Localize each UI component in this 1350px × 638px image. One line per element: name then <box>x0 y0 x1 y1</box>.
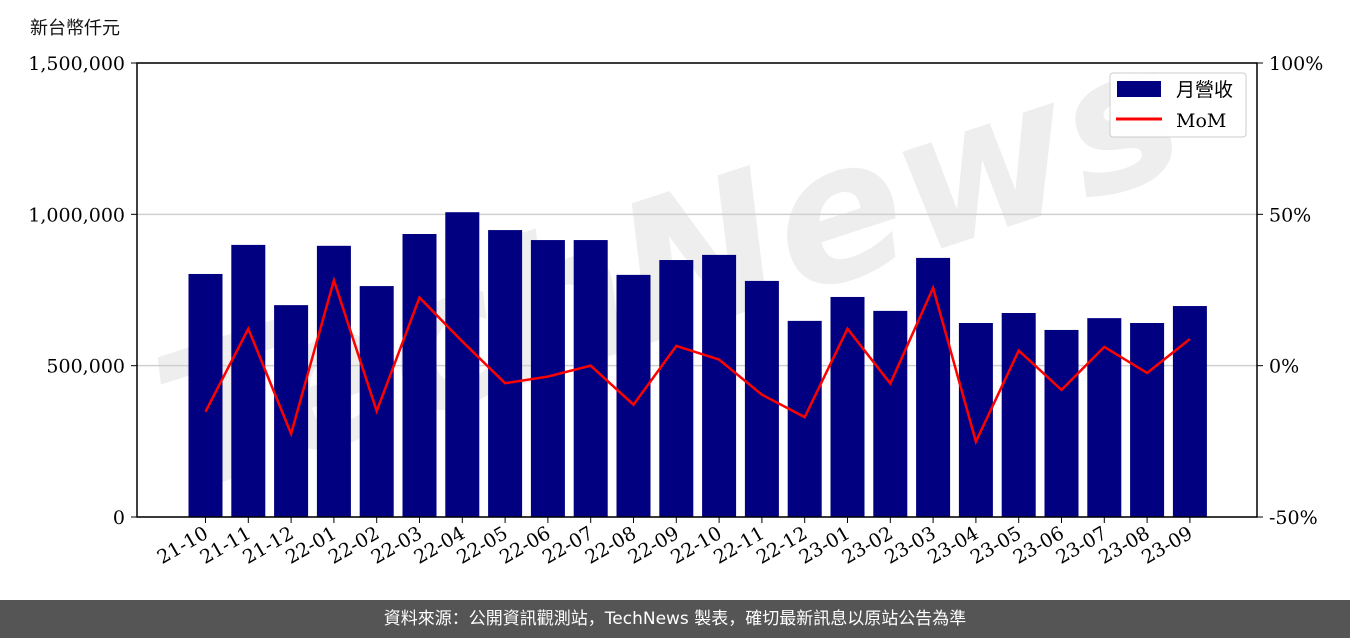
bar-23-06 <box>1044 329 1079 517</box>
bar-23-01 <box>830 296 865 517</box>
bar-23-08 <box>1130 322 1165 517</box>
bar-23-04 <box>958 322 993 517</box>
revenue-chart: TechNews0500,0001,000,0001,500,000-50%0%… <box>28 0 1323 569</box>
legend-bar-swatch <box>1117 81 1161 97</box>
source-footer: 資料來源：公開資訊觀測站，TechNews 製表，確切最新訊息以原站公告為準 <box>0 600 1350 638</box>
bar-22-12 <box>787 320 822 517</box>
bar-22-08 <box>616 274 651 517</box>
bar-22-04 <box>445 212 480 517</box>
y-axis-unit-label: 新台幣仟元 <box>30 18 120 39</box>
right-tick-label: 50% <box>1269 204 1311 226</box>
right-tick-label: 100% <box>1269 53 1323 75</box>
plot-frame <box>136 62 1258 518</box>
legend-label-revenue: 月營收 <box>1176 79 1233 101</box>
bar-23-05 <box>1001 313 1036 517</box>
left-tick-label: 1,500,000 <box>28 53 125 75</box>
left-tick-label: 1,000,000 <box>28 204 125 226</box>
bar-22-03 <box>402 234 437 518</box>
bar-22-10 <box>702 254 737 517</box>
bar-22-02 <box>359 286 394 517</box>
x-tick-label: 23-09 <box>1138 522 1196 568</box>
right-tick-label: 0% <box>1269 356 1299 378</box>
bar-22-01 <box>316 245 351 517</box>
bar-23-09 <box>1172 306 1207 517</box>
bar-22-07 <box>573 240 608 517</box>
bar-23-07 <box>1087 318 1122 517</box>
bar-21-11 <box>231 244 266 518</box>
left-tick-label: 0 <box>113 507 125 529</box>
right-tick-label: -50% <box>1269 507 1318 529</box>
bar-21-12 <box>274 305 309 517</box>
bar-22-11 <box>744 280 779 517</box>
bar-23-03 <box>916 257 951 517</box>
bar-21-10 <box>188 273 223 517</box>
mom-line <box>204 276 1191 446</box>
bar-23-02 <box>873 310 908 517</box>
legend-label-mom: MoM <box>1176 110 1226 132</box>
bar-22-09 <box>659 260 694 517</box>
bar-22-05 <box>488 230 523 517</box>
left-tick-label: 500,000 <box>46 356 125 378</box>
